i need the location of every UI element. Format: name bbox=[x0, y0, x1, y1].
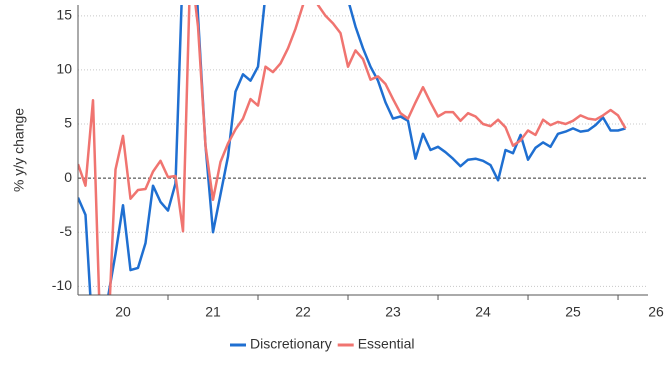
grid bbox=[78, 15, 648, 287]
x-tick-label: 20 bbox=[115, 304, 131, 320]
x-tick-label: 24 bbox=[475, 304, 491, 320]
legend-label: Essential bbox=[358, 336, 415, 352]
y-tick-label: 5 bbox=[64, 115, 72, 131]
x-tick-label: 21 bbox=[205, 304, 221, 320]
series-line bbox=[78, 5, 627, 295]
y-tick-label: -10 bbox=[52, 277, 72, 293]
y-tick-label: 10 bbox=[56, 61, 72, 77]
x-tick-label: 26 bbox=[648, 304, 664, 320]
y-tick-label: 0 bbox=[64, 169, 72, 185]
x-tick-label: 23 bbox=[385, 304, 401, 320]
x-tick-label: 22 bbox=[295, 304, 311, 320]
legend: Discretionary Essential bbox=[230, 336, 415, 352]
legend-label: Discretionary bbox=[250, 336, 332, 352]
plot-area bbox=[78, 5, 627, 295]
y-tick-label: -5 bbox=[60, 223, 73, 239]
y-axis-label: % y/y change bbox=[11, 108, 27, 192]
series-line bbox=[78, 5, 626, 295]
y-tick-label: 15 bbox=[56, 7, 72, 23]
x-tick-label: 25 bbox=[565, 304, 581, 320]
